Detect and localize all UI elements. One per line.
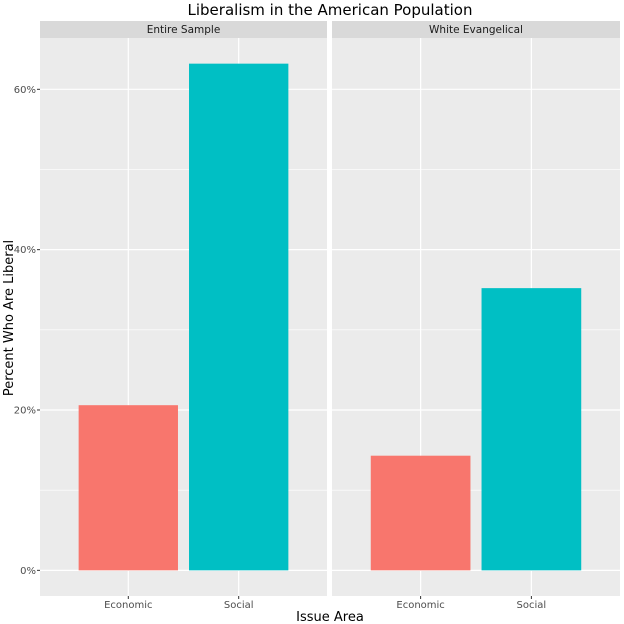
bar-social (481, 288, 582, 571)
bar-economic (370, 455, 471, 571)
x-tick-label: Social (224, 600, 254, 611)
x-tick-label: Social (517, 600, 547, 611)
facet-panel-0: Entire Sample Economic Social (40, 21, 327, 611)
y-tick-label: 60% (14, 85, 36, 96)
bar-economic (78, 405, 178, 571)
facet-strip-label: White Evangelical (429, 24, 523, 36)
x-axis-title: Issue Area (296, 610, 364, 624)
chart-title: Liberalism in the American Population (188, 1, 473, 19)
facet-strip (40, 21, 327, 38)
facet-strip (332, 21, 620, 38)
y-tick-label: 0% (20, 566, 36, 577)
x-tick-label: Economic (396, 600, 444, 611)
y-axis-title: Percent Who Are Liberal (2, 240, 17, 396)
y-tick-label: 40% (14, 245, 36, 256)
y-tick-label: 20% (14, 406, 36, 417)
x-tick-label: Economic (104, 600, 152, 611)
y-axis: 0% 20% 40% 60% (14, 85, 40, 577)
bar-social (189, 63, 289, 571)
facet-strip-label: Entire Sample (147, 24, 221, 36)
facet-panel-1: White Evangelical Economic Social (332, 21, 620, 611)
